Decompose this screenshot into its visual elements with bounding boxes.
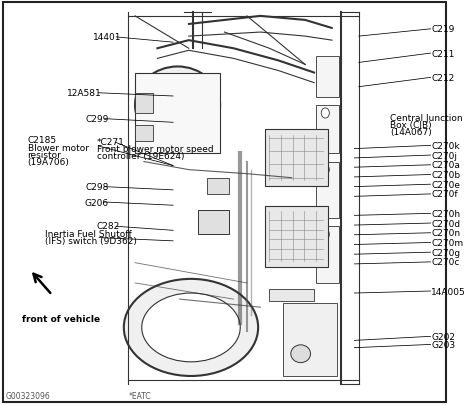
Bar [135,94,153,114]
Text: C270b: C270b [431,171,461,179]
Text: C270e: C270e [431,180,460,189]
Text: G206: G206 [85,198,109,207]
Bar [135,73,220,154]
Bar [269,289,314,301]
Text: C2185: C2185 [27,135,57,145]
Text: C212: C212 [431,74,455,83]
Bar [265,207,328,267]
Text: C270d: C270d [431,219,461,228]
Text: Blower motor: Blower motor [27,143,89,153]
Ellipse shape [321,230,329,240]
Text: C270k: C270k [431,141,460,151]
Bar [316,227,339,283]
Text: front of vehicle: front of vehicle [22,315,100,324]
Text: C219: C219 [431,25,455,34]
Text: 12A581: 12A581 [67,89,102,98]
Text: Inertia Fuel Shutoff: Inertia Fuel Shutoff [46,230,132,239]
Text: C270g: C270g [431,248,461,257]
Text: C299: C299 [86,115,109,124]
Ellipse shape [321,109,329,119]
Text: C282: C282 [97,221,120,230]
Bar [135,126,153,142]
Text: C270h: C270h [431,209,461,218]
Text: G00323096: G00323096 [5,391,50,400]
Text: 14401: 14401 [93,33,122,42]
Text: G202: G202 [431,332,456,341]
Bar [265,130,328,186]
Text: C270m: C270m [431,239,464,247]
Bar [316,162,339,219]
Text: C211: C211 [431,49,455,58]
Text: Box (CJB): Box (CJB) [390,121,432,130]
Circle shape [147,78,208,133]
Text: C270c: C270c [431,258,460,267]
Bar [283,303,337,376]
Bar [207,178,229,194]
Text: (14A067): (14A067) [390,128,432,137]
Circle shape [171,100,184,112]
Text: Front blower motor speed: Front blower motor speed [97,145,214,154]
Text: (IFS) switch (9D362): (IFS) switch (9D362) [46,237,137,246]
Bar [198,211,229,235]
Ellipse shape [321,165,329,175]
Text: G203: G203 [431,340,456,349]
Bar [316,106,339,154]
Text: *EATC: *EATC [128,391,151,400]
Text: C298: C298 [86,183,109,192]
Text: 14A005: 14A005 [431,287,466,296]
Circle shape [291,345,310,363]
Circle shape [135,67,220,144]
Text: *C271: *C271 [97,137,125,147]
Text: controller (19E624): controller (19E624) [97,152,184,161]
Ellipse shape [124,279,258,376]
Text: Central Junction: Central Junction [390,113,463,122]
Ellipse shape [142,293,240,362]
Text: C270n: C270n [431,229,461,238]
Bar [316,57,339,98]
Text: C270a: C270a [431,161,460,170]
Text: C270j: C270j [431,151,457,160]
Text: (19A706): (19A706) [27,158,69,167]
Text: C270f: C270f [431,190,458,199]
Text: resistor: resistor [27,151,62,160]
